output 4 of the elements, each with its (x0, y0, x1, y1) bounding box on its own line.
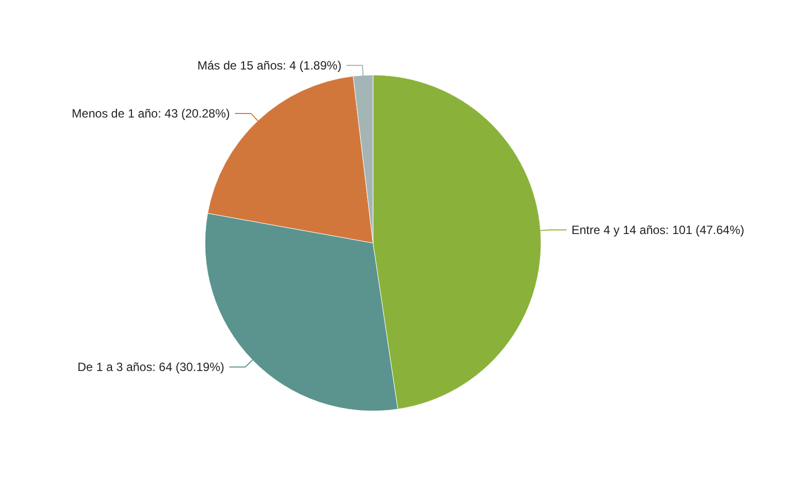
slice-label: Menos de 1 año: 43 (20.28%) (72, 106, 230, 121)
slice-label: Más de 15 años: 4 (1.89%) (197, 58, 342, 73)
slice-label: De 1 a 3 años: 64 (30.19%) (78, 360, 224, 374)
slice-label: Entre 4 y 14 años: 101 (47.64%) (572, 223, 744, 238)
